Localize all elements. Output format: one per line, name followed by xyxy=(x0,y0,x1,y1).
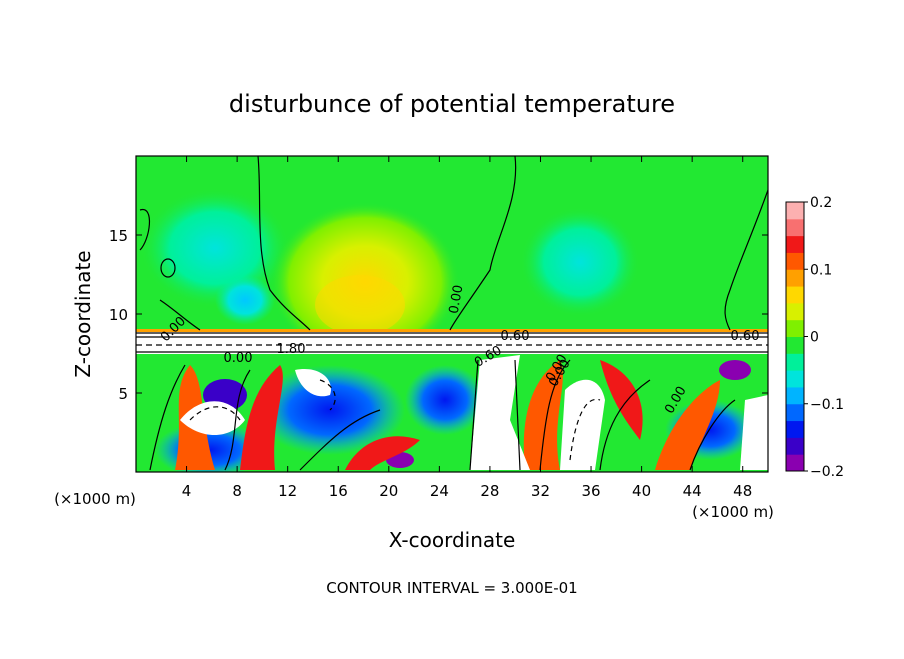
warm-eddy-6 xyxy=(655,380,720,470)
colorbar-swatch xyxy=(786,353,804,371)
warm-anomaly-core xyxy=(315,275,405,335)
contour-line-lower-6 xyxy=(539,359,571,471)
colorbar-swatch xyxy=(786,202,804,220)
x-tick-label: 44 xyxy=(683,482,702,500)
colorbar-swatch xyxy=(786,403,804,422)
contour-label: 0.00 xyxy=(224,351,253,366)
colorbar-tick-label: 0.1 xyxy=(810,262,832,278)
colorbar-swatch xyxy=(786,302,804,321)
contour-label: 0.60 xyxy=(731,329,760,344)
white-region-5 xyxy=(740,395,768,470)
colorbar-swatch xyxy=(786,235,804,253)
colorbar-tick-label: −0.1 xyxy=(810,397,844,413)
inversion-band-orange xyxy=(136,329,768,332)
blue-eddy-3 xyxy=(405,365,485,435)
plot-area xyxy=(136,156,768,472)
cool-anomaly-right xyxy=(520,207,640,317)
x-tick-label: 48 xyxy=(733,482,752,500)
colorbar-swatch xyxy=(786,319,804,337)
x-tick-label: 12 xyxy=(278,482,297,500)
white-region-4 xyxy=(295,369,331,397)
x-axis-label: X-coordinate xyxy=(389,528,516,552)
contour-interval-note: CONTOUR INTERVAL = 3.000E-01 xyxy=(326,579,577,597)
warm-eddy-5 xyxy=(600,360,643,440)
contour-line-lower-dashed-3 xyxy=(319,379,336,411)
warm-eddy-3 xyxy=(345,436,420,470)
colorbar-tick-label: 0 xyxy=(810,330,819,346)
colorbar xyxy=(786,202,804,472)
purple-eddy-3 xyxy=(719,360,751,380)
colorbar-swatch xyxy=(786,437,804,455)
colorbar-frame xyxy=(785,201,805,472)
contour-line-upper-3 xyxy=(139,209,151,251)
colorbar-swatch xyxy=(786,286,804,304)
x-tick-label: 8 xyxy=(232,482,242,500)
colorbar-swatch xyxy=(786,252,804,270)
colorbar-ticks: 0.2 0.1 0 −0.1 −0.2 xyxy=(804,195,844,480)
x-tick-label: 24 xyxy=(430,482,449,500)
warm-eddy-2 xyxy=(240,365,283,470)
colorbar-tick-label: −0.2 xyxy=(810,464,844,480)
contour-loop-1 xyxy=(160,258,176,278)
contour-lines xyxy=(136,156,768,471)
colorbar-swatch xyxy=(786,386,804,405)
x-tick-label: 36 xyxy=(581,482,600,500)
y-tick-label: 5 xyxy=(118,385,128,403)
x-axis-ticks: 4 8 12 16 20 24 28 32 36 40 44 48 xyxy=(182,156,752,500)
colorbar-tick-label: 0.2 xyxy=(810,195,832,211)
colorbar-swatch xyxy=(786,420,804,438)
y-axis-ticks: 5 10 15 xyxy=(109,227,768,403)
colorbar-swatch xyxy=(786,454,804,472)
contour-line-upper-5 xyxy=(159,299,201,331)
x-tick-label: 40 xyxy=(632,482,651,500)
colorbar-swatch xyxy=(786,269,804,287)
contour-line-upper-1 xyxy=(257,156,311,331)
contour-label: 0.00 xyxy=(447,284,467,315)
x-axis-unit-left: (×1000 m) xyxy=(54,490,136,508)
cool-anomaly-core xyxy=(215,275,275,325)
colorbar-swatch xyxy=(786,336,804,354)
contour-line-lower-2 xyxy=(224,369,251,471)
contour-line-lower-8 xyxy=(689,399,736,471)
x-axis-unit-right: (×1000 m) xyxy=(692,503,774,521)
contour-line-lower-3 xyxy=(299,409,381,471)
x-tick-label: 4 xyxy=(182,482,192,500)
x-tick-label: 32 xyxy=(531,482,550,500)
colorbar-swatch xyxy=(786,218,804,237)
x-tick-label: 16 xyxy=(329,482,348,500)
y-axis-label: Z-coordinate xyxy=(71,250,95,377)
contour-label: 0.60 xyxy=(501,329,530,344)
contour-line-lower-dashed-2 xyxy=(569,398,601,461)
white-region-1 xyxy=(470,355,530,470)
chart-title: disturbunce of potential temperature xyxy=(229,90,675,118)
colorbar-swatch xyxy=(786,370,804,388)
white-region-3 xyxy=(180,401,245,435)
contour-label: 1.80 xyxy=(277,342,306,357)
y-tick-label: 15 xyxy=(109,227,128,245)
x-tick-label: 28 xyxy=(480,482,499,500)
y-tick-label: 10 xyxy=(109,306,128,324)
contour-line-upper-4 xyxy=(724,189,768,331)
contour-line-lower-5 xyxy=(514,359,521,471)
contour-line-lower-7 xyxy=(599,379,651,471)
contour-line-lower-1 xyxy=(149,364,186,471)
contour-line-upper-2 xyxy=(449,156,517,331)
warm-eddy-4 xyxy=(523,360,563,470)
x-tick-label: 20 xyxy=(379,482,398,500)
contour-line-lower-4 xyxy=(469,359,479,471)
